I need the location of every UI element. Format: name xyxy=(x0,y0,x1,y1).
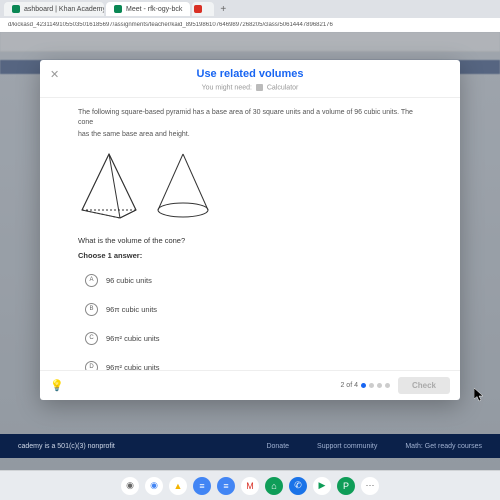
answer-text: 96π² cubic units xyxy=(106,334,160,343)
cone-shape xyxy=(152,150,214,222)
pyramid-shape xyxy=(78,150,140,222)
prompt-line-2: has the same base area and height. xyxy=(78,130,422,140)
url-bar[interactable]: d/kickasd_42311491055035016185697/assign… xyxy=(0,18,500,32)
close-icon[interactable]: ✕ xyxy=(50,68,59,81)
taskbar: ◉ ◉ ▲ ≡ ≡ M ⌂ ✆ ▶ P ⋯ xyxy=(0,470,500,500)
play-icon[interactable]: ▶ xyxy=(313,477,331,495)
favicon-icon xyxy=(114,5,122,13)
prompt-line-1: The following square-based pyramid has a… xyxy=(78,108,422,128)
docs-icon[interactable]: ≡ xyxy=(193,477,211,495)
answer-text: 96π² cubic units xyxy=(106,363,160,370)
progress-indicator: 2 of 4 xyxy=(340,382,390,389)
duo-icon[interactable]: ✆ xyxy=(289,477,307,495)
footer-right: 2 of 4 Check xyxy=(340,377,450,394)
radio-icon: D xyxy=(85,361,98,370)
progress-dot xyxy=(377,383,382,388)
subline-tool: Calculator xyxy=(267,84,299,91)
p-icon[interactable]: P xyxy=(337,477,355,495)
nonprofit-bar: cademy is a 501(c)(3) nonprofit Donate S… xyxy=(0,434,500,458)
radio-icon: B xyxy=(85,303,98,316)
new-tab-button[interactable]: + xyxy=(216,4,230,15)
launcher-icon[interactable]: ◉ xyxy=(121,477,139,495)
answer-text: 96π cubic units xyxy=(106,305,157,314)
tab-label: ashboard | Khan Academy xyxy=(24,6,104,13)
np-link[interactable]: Math: Get ready courses xyxy=(405,443,482,450)
answer-b[interactable]: B 96π cubic units xyxy=(78,297,422,322)
nonprofit-links: Donate Support community Math: Get ready… xyxy=(266,443,482,450)
answer-a[interactable]: A 96 cubic units xyxy=(78,268,422,293)
modal-subline: You might need: Calculator xyxy=(52,84,448,91)
classroom-icon[interactable]: ⌂ xyxy=(265,477,283,495)
answer-text: 96 cubic units xyxy=(106,276,152,285)
url-text: d/kickasd_42311491055035016185697/assign… xyxy=(8,22,492,28)
progress-dot xyxy=(369,383,374,388)
gmail-icon[interactable]: M xyxy=(241,477,259,495)
hint-icon[interactable]: 💡 xyxy=(50,379,64,392)
tab-meet[interactable]: Meet - rfk-ogy-bck xyxy=(106,2,190,16)
modal-footer: 💡 2 of 4 Check xyxy=(40,370,460,400)
nonprofit-text: cademy is a 501(c)(3) nonprofit xyxy=(18,443,115,450)
progress-label: 2 of 4 xyxy=(340,382,358,389)
favicon-icon xyxy=(194,5,202,13)
question-text: What is the volume of the cone? xyxy=(78,236,422,245)
favicon-icon xyxy=(12,5,20,13)
subline-prefix: You might need: xyxy=(202,84,252,91)
modal-backdrop: ✕ Use related volumes You might need: Ca… xyxy=(0,32,500,500)
modal-header: ✕ Use related volumes You might need: Ca… xyxy=(40,60,460,98)
more-icon[interactable]: ⋯ xyxy=(361,477,379,495)
viewport: ✕ Use related volumes You might need: Ca… xyxy=(0,32,500,500)
tab-label: Meet - rfk-ogy-bck xyxy=(126,6,182,13)
progress-dot xyxy=(385,383,390,388)
chrome-icon[interactable]: ◉ xyxy=(145,477,163,495)
tab-khan[interactable]: ashboard | Khan Academy xyxy=(4,2,104,16)
np-link[interactable]: Support community xyxy=(317,443,377,450)
choose-label: Choose 1 answer: xyxy=(78,251,422,260)
modal-body: The following square-based pyramid has a… xyxy=(40,98,460,370)
files-icon[interactable]: ▲ xyxy=(169,477,187,495)
answer-c[interactable]: C 96π² cubic units xyxy=(78,326,422,351)
modal-title: Use related volumes xyxy=(52,68,448,80)
answer-d[interactable]: D 96π² cubic units xyxy=(78,355,422,370)
shapes-row xyxy=(78,150,422,222)
radio-icon: C xyxy=(85,332,98,345)
docs2-icon[interactable]: ≡ xyxy=(217,477,235,495)
browser-tab-strip: ashboard | Khan Academy Meet - rfk-ogy-b… xyxy=(0,0,500,18)
check-button[interactable]: Check xyxy=(398,377,450,394)
progress-dot xyxy=(361,383,366,388)
radio-icon: A xyxy=(85,274,98,287)
tab-other[interactable] xyxy=(192,2,214,16)
exercise-modal: ✕ Use related volumes You might need: Ca… xyxy=(40,60,460,400)
calculator-icon[interactable] xyxy=(256,84,263,91)
np-link[interactable]: Donate xyxy=(266,443,289,450)
